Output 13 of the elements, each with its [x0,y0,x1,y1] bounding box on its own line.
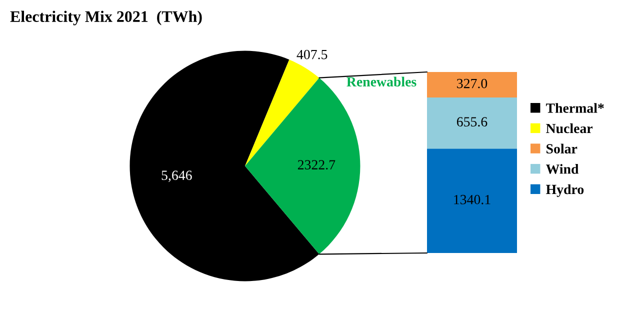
chart-title: Electricity Mix 2021 (TWh) [10,10,202,26]
legend-label: Thermal* [546,103,604,113]
legend-label: Wind [546,164,579,174]
data-label: 2322.7 [298,160,336,170]
text: Renewables [346,76,416,87]
data-label: 407.5 [296,50,328,60]
data-label: 327.0 [457,78,488,88]
data-label: 655.6 [456,117,488,127]
data-label: 1340.1 [454,194,490,204]
legend-label: Solar [546,144,578,154]
data-label: 5,646 [162,170,192,182]
legend-label: Nuclear [546,123,593,134]
legend-label: Hydro [546,184,584,197]
